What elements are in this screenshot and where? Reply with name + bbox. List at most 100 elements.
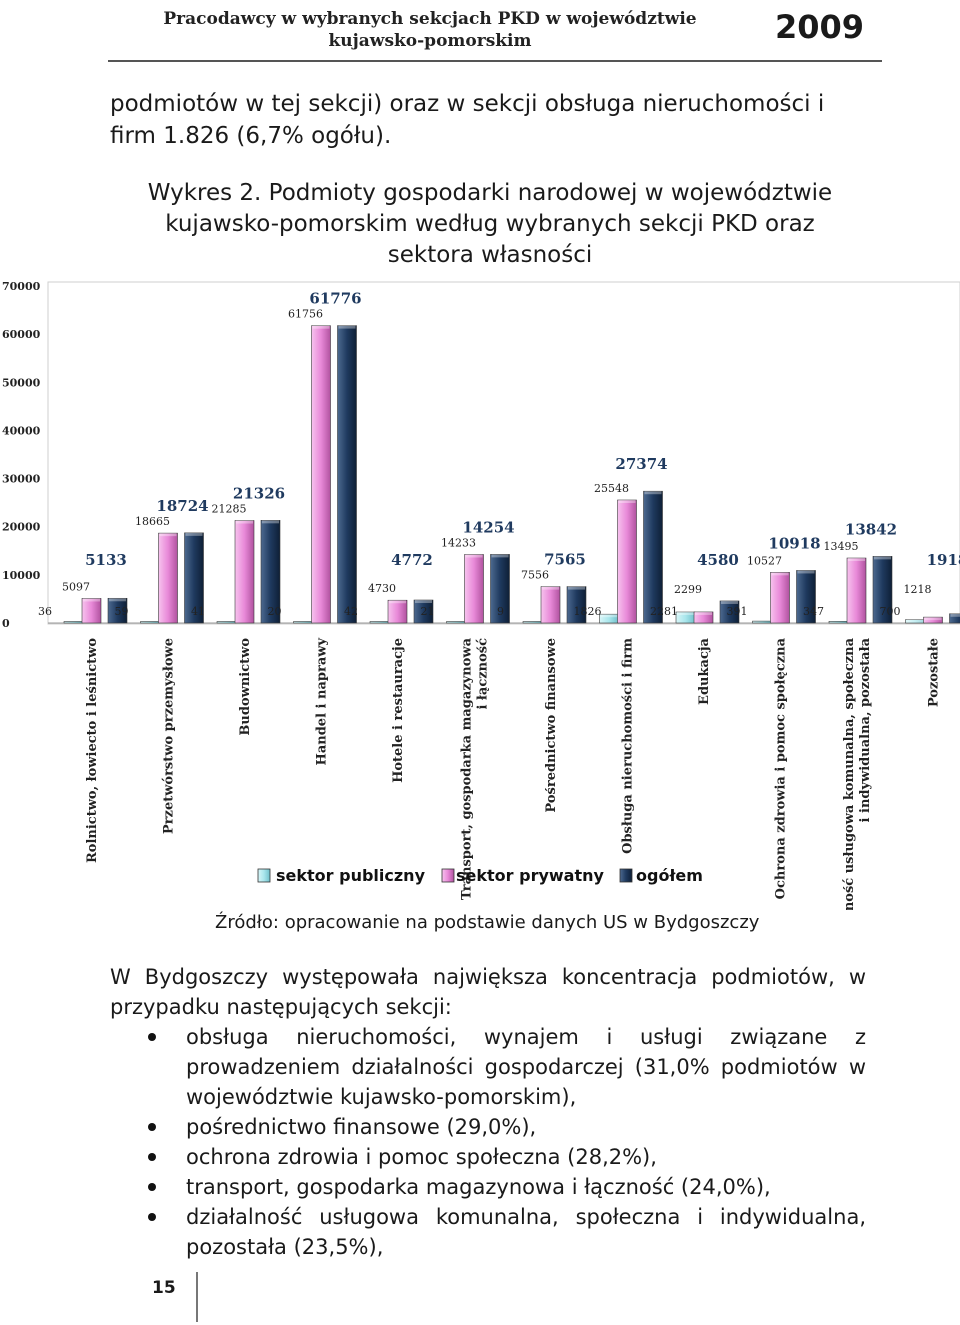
bar-public (446, 621, 466, 624)
legend-swatch-total (619, 868, 633, 883)
bar-total (643, 490, 663, 624)
bullet-item: działalność usługowa komunalna, społeczn… (110, 1202, 866, 1262)
category-label: Obsługa nieruchomości i firm (621, 638, 636, 854)
bar-total (566, 586, 587, 624)
bar-total (949, 613, 960, 624)
bar-highlight (924, 617, 942, 621)
category-label: Hotele i restauracje (391, 638, 406, 783)
body-paragraph: W Bydgoszczy występowała największa konc… (110, 965, 866, 1019)
category-label-line: Ochrona zdrowia i pomoc społęczna (774, 637, 789, 899)
bar-highlight (109, 598, 126, 602)
data-label-total: 21326 (233, 484, 285, 502)
bar-private (81, 598, 102, 624)
bar-highlight (338, 325, 356, 329)
bar-public (828, 621, 849, 624)
bar-highlight (389, 600, 406, 604)
category-label-line: Przetwórstwo przemysłowe (162, 638, 177, 834)
bar-total (184, 532, 204, 624)
bar-highlight (465, 554, 483, 558)
data-label-total: 4772 (391, 551, 433, 569)
category-label-line: Obsługa nieruchomości i firm (621, 638, 636, 854)
y-tick-label: 70000 (2, 280, 41, 293)
data-label-private: 2299 (674, 583, 702, 596)
chart-source: Źródło: opracowanie na podstawie danych … (215, 912, 760, 933)
bar-private (846, 557, 867, 624)
bar-highlight (677, 612, 694, 616)
bar-chart: 0 10000 20000 30000 40000 50000 60000 70000 36 5… (2, 280, 960, 910)
legend-swatch-public (257, 868, 271, 883)
category-label-line: Handel i naprawy (315, 638, 330, 766)
data-label-private: 1218 (904, 583, 932, 596)
bar-highlight (644, 491, 662, 495)
page-number: 15 (152, 1272, 198, 1322)
bullet-item: ochrona zdrowia i pomoc społeczna (28,2%… (110, 1142, 866, 1172)
bar-highlight (600, 614, 618, 618)
bar-highlight (771, 572, 789, 576)
bullet-list: obsługa nieruchomości, wynajem i usługi … (110, 1022, 866, 1262)
bar-private (234, 520, 255, 624)
chart-title: Wykres 2. Podmioty gospodarki narodowej … (147, 180, 833, 268)
bar-total (107, 597, 128, 624)
data-label-public: 2281 (650, 605, 678, 618)
bar-total (719, 600, 740, 624)
category-label-line: Edukacja (697, 637, 712, 705)
bullet-item: pośrednictwo finansowe (29,0%), (110, 1112, 866, 1142)
category-label-line: Hotele i restauracje (391, 638, 406, 783)
bar-private (158, 532, 178, 624)
category-label-line: Rolnictwo, łowiecto i leśnictwo (85, 638, 100, 863)
y-tick-label: 30000 (2, 473, 41, 486)
data-label-public: 1826 (574, 605, 602, 618)
bar-highlight (568, 586, 585, 590)
category-label-line: Działalność usługowa komunalna, społeczn… (842, 637, 857, 910)
bar-private (464, 554, 484, 624)
category-label: Transport, gospodarka magazynowai łączno… (460, 637, 491, 900)
data-label-total: 7565 (544, 551, 586, 569)
bar-private (923, 616, 943, 624)
bullet-item: obsługa nieruchomości, wynajem i usługi … (110, 1022, 866, 1112)
data-label-private: 21285 (212, 503, 247, 516)
body-text: W Bydgoszczy występowała największa konc… (110, 962, 866, 1262)
data-label-public: 21 (421, 605, 435, 618)
bar-total (260, 520, 281, 624)
page-header-year: 2009 (774, 8, 864, 46)
bar-highlight (797, 570, 815, 574)
bar-highlight (159, 533, 177, 537)
data-label-public: 700 (880, 605, 901, 618)
category-label: Rolnictwo, łowiecto i leśnictwo (85, 638, 100, 863)
bar-public (140, 621, 160, 624)
category-label-line: Pozostałe (927, 638, 942, 707)
bar-highlight (262, 520, 279, 524)
data-label-total: 18724 (156, 497, 208, 515)
bar-private (387, 599, 408, 624)
data-label-total: 4580 (697, 551, 739, 569)
bar-highlight (312, 325, 330, 329)
bar-highlight (83, 598, 100, 602)
data-label-public: 347 (803, 605, 824, 618)
data-label-total: 10918 (768, 534, 820, 552)
category-label-line: Pośrednictwo finansowe (544, 638, 559, 813)
bar-highlight (906, 619, 924, 623)
bar-highlight (618, 500, 636, 504)
data-label-private: 25548 (594, 482, 629, 495)
bar-public (293, 621, 313, 624)
bar-highlight (542, 586, 559, 590)
category-label: Edukacja (697, 637, 712, 705)
chart-legend: sektor publiczny sektor prywatny ogółem (257, 866, 703, 885)
y-tick-label: 0 (2, 617, 10, 630)
bar-highlight (721, 600, 738, 604)
category-label: Budownictwo (238, 638, 253, 736)
data-label-private: 5097 (62, 580, 90, 593)
category-label-line: Budownictwo (238, 638, 253, 736)
bar-public (752, 620, 772, 624)
legend-label-private: sektor prywatny (456, 866, 605, 885)
bar-private (311, 325, 331, 624)
data-label-total: 61776 (309, 290, 361, 308)
category-label: Ochrona zdrowia i pomoc społęczna (774, 637, 789, 899)
data-label-private: 10527 (747, 554, 782, 567)
category-label-line: i indywidualna, pozostała (858, 637, 873, 822)
data-label-private: 61756 (288, 308, 323, 321)
legend-label-public: sektor publiczny (276, 866, 426, 885)
category-label: Przetwórstwo przemysłowe (162, 638, 177, 834)
bar-highlight (415, 600, 432, 604)
data-label-private: 18665 (135, 515, 170, 528)
